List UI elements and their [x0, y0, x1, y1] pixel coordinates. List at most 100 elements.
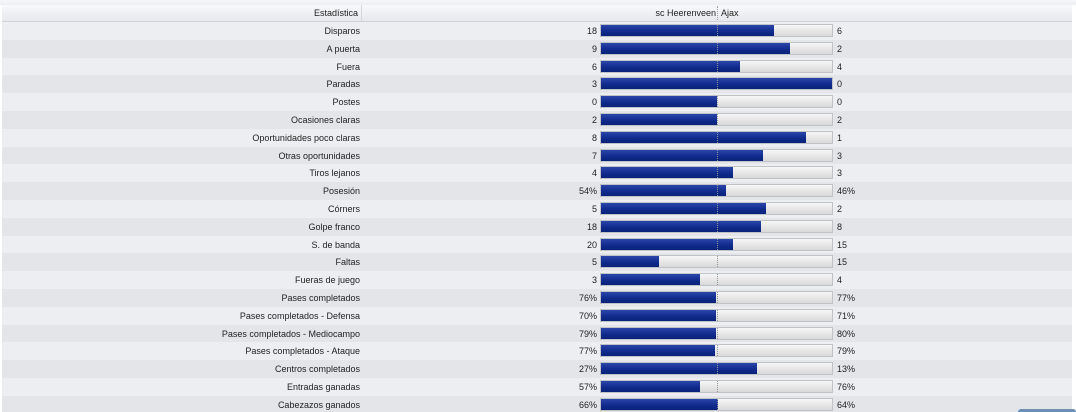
home-value: 76%: [578, 293, 597, 303]
stat-row: Golpe franco 18 8: [2, 217, 1072, 236]
stat-label: Pases completados - Mediocampo: [221, 328, 360, 339]
comparison-bar: [600, 380, 833, 393]
stat-label: Córners: [327, 204, 360, 214]
away-value: 71%: [837, 310, 856, 321]
comparison-bar: [600, 166, 833, 180]
comparison-bar: [600, 95, 833, 109]
away-value: 8: [837, 221, 843, 232]
bar-midline: [717, 185, 718, 197]
top-strip: [0, 0, 1076, 5]
away-team-name: Ajax: [721, 8, 739, 18]
home-value: 2: [591, 115, 597, 125]
comparison-bar: [600, 326, 833, 340]
home-bar-fill: [601, 292, 716, 303]
away-value: 76%: [837, 382, 856, 392]
home-value: 18: [586, 221, 597, 232]
home-bar-fill: [601, 96, 717, 108]
stat-row: Postes 0 0: [2, 93, 1072, 111]
stat-label: Fueras de juego: [294, 275, 360, 286]
stat-row: Posesión 54% 46%: [2, 182, 1072, 200]
bar-midline: [717, 398, 718, 410]
stat-row: Faltas 5 15: [2, 253, 1072, 272]
comparison-bar: [600, 344, 833, 358]
home-value: 20: [586, 239, 597, 250]
comparison-bar: [600, 184, 833, 198]
away-value: 1: [837, 132, 843, 143]
stat-label: A puerta: [326, 43, 360, 54]
away-value: 64%: [837, 399, 856, 410]
home-team-name: sc Heerenveen: [655, 8, 716, 18]
bar-midline: [717, 114, 718, 125]
home-value: 6: [591, 61, 597, 72]
home-bar-fill: [601, 60, 740, 72]
away-value: 79%: [837, 346, 856, 357]
home-value: 57%: [578, 382, 597, 392]
home-bar-fill: [601, 398, 719, 410]
away-value: 4: [837, 275, 843, 286]
stat-column-title: Estadística: [313, 8, 358, 18]
comparison-bar: [600, 397, 833, 411]
away-value: 3: [837, 150, 843, 161]
home-bar-fill: [601, 78, 832, 90]
stat-label: Posesión: [322, 186, 360, 197]
bar-midline: [717, 309, 718, 321]
home-bar-fill: [601, 238, 733, 250]
home-value: 8: [591, 132, 597, 143]
away-value: 6: [837, 26, 843, 36]
stat-row: Córners 5 2: [2, 200, 1072, 218]
stat-label: S. de banda: [311, 239, 360, 250]
stat-label: Pases completados: [281, 293, 360, 303]
comparison-bar: [600, 59, 833, 73]
home-value: 18: [586, 26, 597, 36]
stat-label: Oportunidades poco claras: [252, 132, 360, 143]
home-bar-fill: [601, 42, 790, 54]
stat-row: S. de banda 20 15: [2, 235, 1072, 254]
stat-column-header[interactable]: Estadística: [2, 5, 362, 21]
stats-header: Estadística sc Heerenveen Ajax: [2, 5, 1072, 22]
header-divider: [717, 6, 718, 20]
bar-midline: [717, 131, 718, 143]
stat-label: Cabezazos ganados: [277, 399, 360, 410]
bar-midline: [717, 78, 718, 90]
home-value: 3: [591, 79, 597, 90]
away-value: 15: [837, 257, 848, 268]
comparison-bar: [600, 202, 833, 215]
home-value: 4: [591, 168, 597, 179]
home-bar-fill: [601, 203, 766, 214]
bar-midline: [717, 203, 718, 214]
bar-midline: [717, 60, 718, 72]
home-bar-fill: [601, 25, 775, 36]
stat-label: Pases completados - Ataque: [245, 346, 360, 357]
away-value: 2: [837, 204, 843, 214]
home-value: 66%: [578, 399, 597, 410]
stat-label: Disparos: [324, 26, 360, 36]
away-value: 46%: [837, 186, 856, 197]
home-value: 27%: [578, 364, 597, 375]
stat-row: Pases completados - Ataque 77% 79%: [2, 342, 1072, 361]
comparison-bar: [600, 77, 833, 91]
stat-row: Pases completados - Defensa 70% 71%: [2, 306, 1072, 325]
comparison-bar: [600, 237, 833, 251]
home-bar-fill: [601, 220, 761, 232]
bar-midline: [717, 274, 718, 286]
stat-row: Disparos 18 6: [2, 22, 1072, 40]
bar-midline: [717, 167, 718, 179]
comparison-bar: [600, 255, 833, 269]
stat-label: Ocasiones claras: [290, 115, 360, 125]
stat-row: Fueras de juego 3 4: [2, 271, 1072, 289]
stat-row: Fuera 6 4: [2, 57, 1072, 76]
home-bar-fill: [601, 185, 726, 197]
bar-midline: [717, 256, 718, 268]
home-bar-fill: [601, 131, 807, 143]
stat-row: A puerta 9 2: [2, 39, 1072, 58]
home-bar-fill: [601, 114, 717, 125]
away-value: 2: [837, 115, 843, 125]
comparison-bar: [600, 308, 833, 322]
bar-midline: [717, 381, 718, 392]
away-value: 13%: [837, 364, 856, 375]
comparison-bar: [600, 130, 833, 144]
stat-row: Pases completados - Mediocampo 79% 80%: [2, 324, 1072, 343]
comparison-bar: [600, 41, 833, 55]
corner-button[interactable]: [1018, 409, 1076, 412]
home-value: 0: [591, 97, 597, 108]
